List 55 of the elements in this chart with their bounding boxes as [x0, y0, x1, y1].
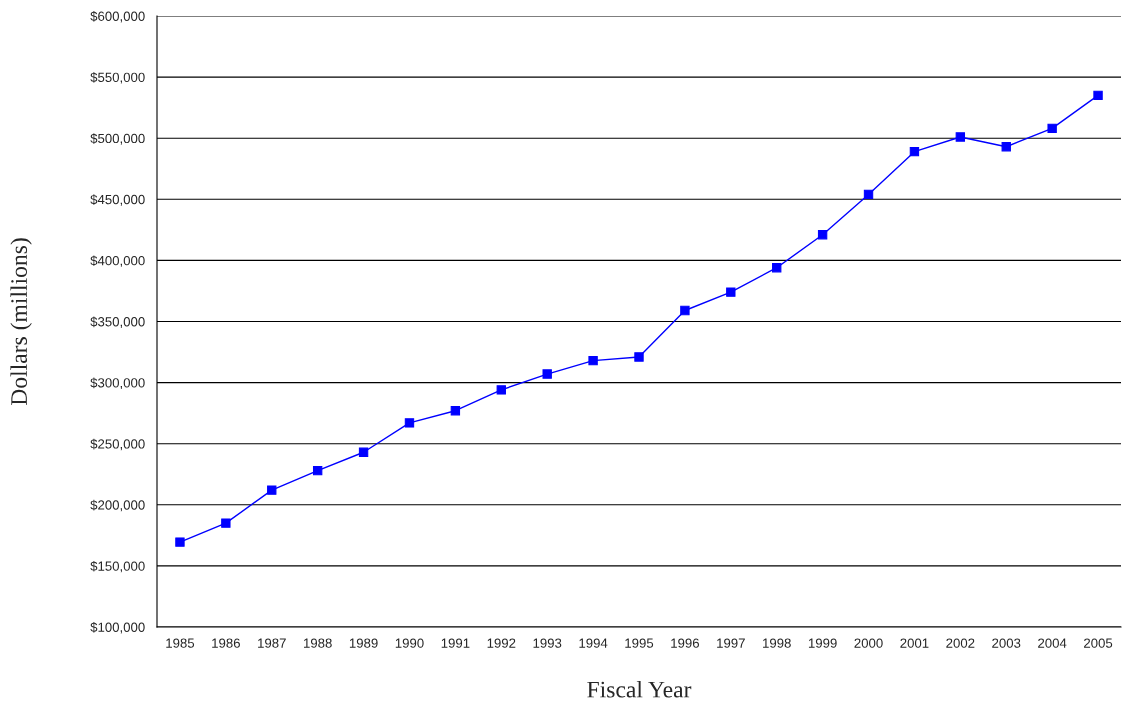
point	[1047, 123, 1057, 134]
y-tick-label: $350,000	[90, 316, 145, 328]
x-tick-label: 2003	[992, 638, 1021, 648]
x-tick-label: 1998	[763, 638, 791, 648]
point	[496, 385, 506, 395]
y-tick-label: $400,000	[90, 255, 145, 267]
point	[1001, 142, 1011, 152]
point	[955, 132, 966, 142]
y-tick-label: $100,000	[90, 622, 145, 634]
x-tick-label: 1986	[212, 638, 240, 648]
x-tick-label: 1999	[808, 638, 837, 648]
y-tick-label: $450,000	[90, 194, 145, 206]
x-tick-label: 2004	[1038, 638, 1067, 648]
x-tick-label: 1988	[304, 638, 332, 648]
point	[267, 485, 277, 495]
point	[726, 287, 736, 297]
x-tick-label: 1994	[579, 638, 608, 648]
x-tick-label: 1989	[349, 638, 378, 648]
y-tick-label: $500,000	[90, 133, 145, 145]
point	[1093, 90, 1103, 101]
y-tick-label: $550,000	[90, 72, 145, 84]
point	[634, 352, 644, 362]
point	[863, 189, 874, 200]
y-tick-label: $150,000	[90, 560, 145, 573]
y-tick-label: $300,000	[90, 377, 145, 390]
point	[909, 146, 920, 157]
point	[221, 518, 231, 528]
x-tick-label: 1993	[533, 638, 562, 648]
point	[680, 305, 690, 316]
y-tick-label: $600,000	[90, 11, 145, 23]
x-tick-label: 1985	[166, 638, 195, 648]
point	[404, 418, 415, 428]
x-tick-label: 1990	[395, 638, 424, 648]
x-tick-label: 2005	[1084, 638, 1113, 648]
x-tick-label: 2002	[946, 638, 975, 648]
point	[588, 355, 598, 366]
point	[542, 369, 552, 379]
point	[358, 447, 369, 457]
x-tick-label: 1995	[625, 638, 654, 648]
point	[772, 263, 782, 273]
x-tick-label: 1996	[671, 638, 699, 648]
point	[312, 465, 323, 476]
x-axis-title: Fiscal Year	[587, 680, 692, 698]
point	[175, 537, 185, 547]
x-tick-label: 2000	[854, 638, 883, 648]
x-tick-label: 1997	[717, 638, 745, 648]
point	[817, 230, 828, 240]
y-axis-title: Dollars (millions)	[10, 238, 32, 406]
x-tick-label: 1987	[258, 638, 286, 648]
point	[450, 406, 461, 416]
x-tick-label: 2001	[900, 638, 929, 648]
y-tick-label: $200,000	[90, 499, 145, 512]
y-tick-label: $250,000	[90, 438, 145, 451]
x-tick-label: 1992	[487, 638, 516, 648]
x-tick-label: 1991	[441, 638, 470, 648]
